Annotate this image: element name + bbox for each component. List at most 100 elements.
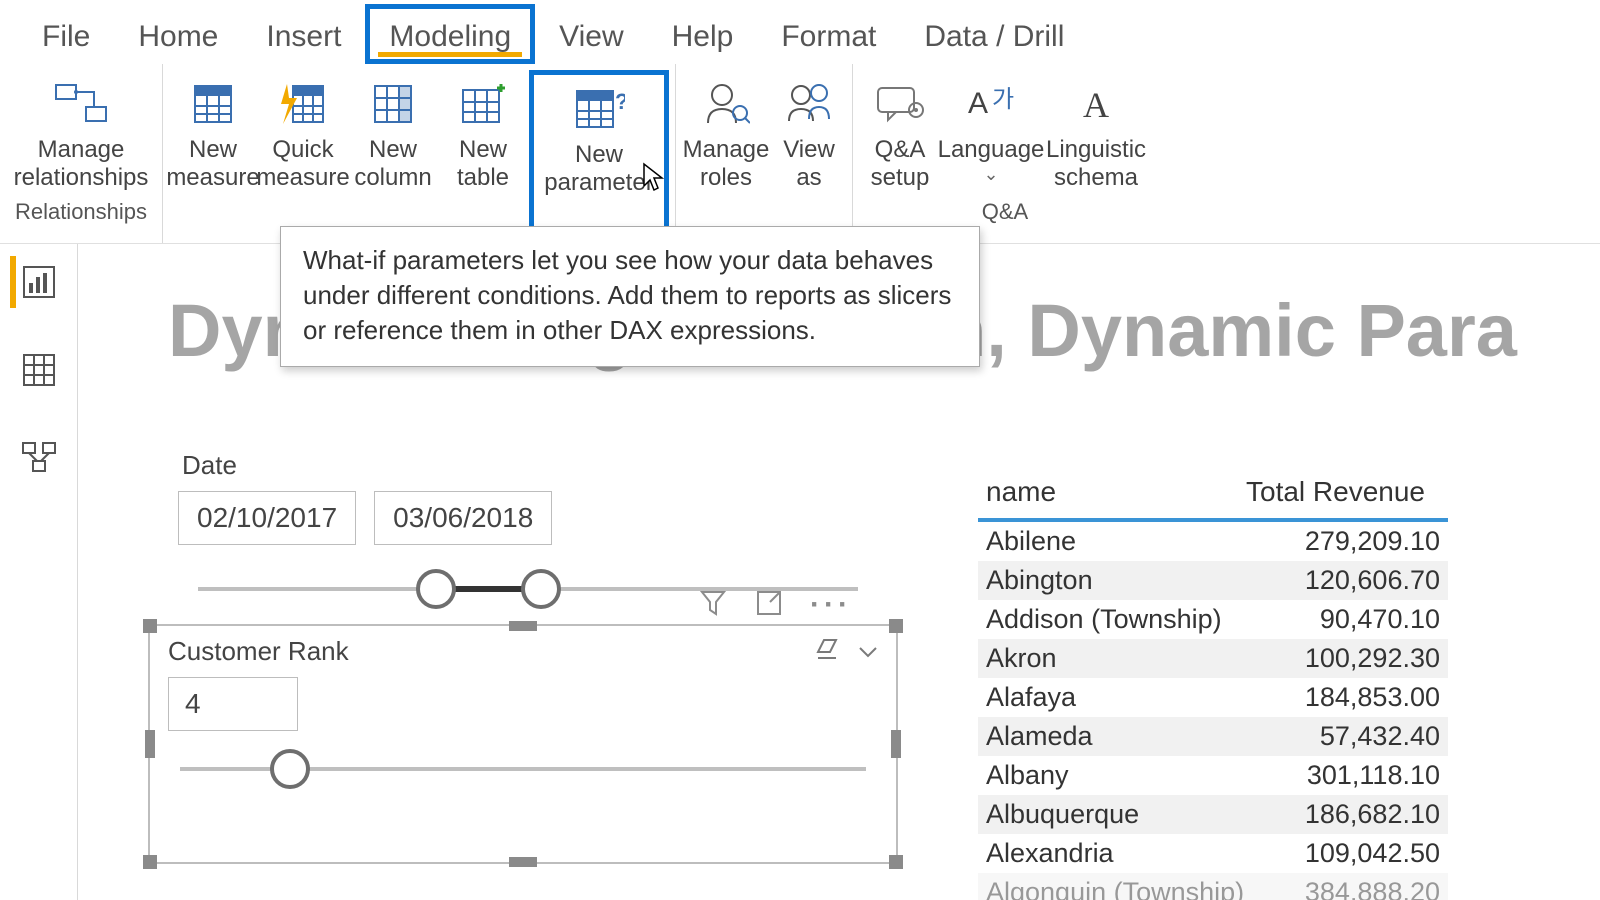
cell-name: Albuquerque bbox=[986, 799, 1246, 830]
linguistic-schema-icon: A bbox=[1066, 76, 1126, 132]
ribbon-group-calculations: New measure Quick measure New column New… bbox=[163, 64, 676, 243]
manage-relationships-label: Manage relationships bbox=[8, 136, 154, 191]
measure-icon bbox=[183, 76, 243, 132]
new-table-label: New table bbox=[441, 136, 525, 191]
data-view-button[interactable] bbox=[13, 344, 65, 396]
cell-value: 279,209.10 bbox=[1246, 526, 1440, 557]
new-parameter-icon: ? bbox=[569, 81, 629, 137]
eraser-icon[interactable] bbox=[814, 636, 840, 667]
new-column-label: New column bbox=[351, 136, 435, 191]
new-table-icon bbox=[453, 76, 513, 132]
cell-value: 384,888.20 bbox=[1246, 877, 1440, 900]
qa-setup-button[interactable]: Q&A setup bbox=[859, 72, 941, 195]
cell-value: 100,292.30 bbox=[1246, 643, 1440, 674]
language-icon: A가 bbox=[961, 76, 1021, 132]
cell-value: 109,042.50 bbox=[1246, 838, 1440, 869]
tab-home[interactable]: Home bbox=[114, 4, 242, 64]
cell-name: Abilene bbox=[986, 526, 1246, 557]
view-as-icon bbox=[779, 76, 839, 132]
table-row[interactable]: Alameda57,432.40 bbox=[978, 717, 1448, 756]
ribbon-tabs: File Home Insert Modeling View Help Form… bbox=[0, 0, 1600, 64]
svg-text:?: ? bbox=[615, 89, 625, 114]
quick-measure-button[interactable]: Quick measure bbox=[259, 72, 347, 232]
model-view-button[interactable] bbox=[13, 432, 65, 484]
cell-value: 57,432.40 bbox=[1246, 721, 1440, 752]
table-row[interactable]: Alexandria109,042.50 bbox=[978, 834, 1448, 873]
cell-value: 120,606.70 bbox=[1246, 565, 1440, 596]
table-row[interactable]: Algonquin (Township)384,888.20 bbox=[978, 873, 1448, 900]
relationships-icon bbox=[51, 76, 111, 132]
date-slicer[interactable]: Date 02/10/2017 03/06/2018 bbox=[178, 450, 878, 609]
customer-rank-visual[interactable]: Customer Rank 4 bbox=[148, 624, 898, 864]
cell-value: 186,682.10 bbox=[1246, 799, 1440, 830]
filter-icon[interactable] bbox=[698, 588, 728, 626]
customer-rank-title: Customer Rank bbox=[168, 636, 349, 667]
ribbon-group-relationships: Manage relationships Relationships bbox=[0, 64, 163, 243]
new-parameter-label: New parameter bbox=[534, 141, 664, 196]
ribbon-group-security: Manage roles View as bbox=[676, 64, 853, 243]
customer-rank-slider-handle[interactable] bbox=[270, 749, 310, 789]
table-row[interactable]: Abington120,606.70 bbox=[978, 561, 1448, 600]
ribbon: Manage relationships Relationships New m… bbox=[0, 64, 1600, 244]
cell-name: Addison (Township) bbox=[986, 604, 1246, 635]
tab-file[interactable]: File bbox=[18, 4, 114, 64]
manage-relationships-button[interactable]: Manage relationships bbox=[6, 72, 156, 195]
tab-datadrill[interactable]: Data / Drill bbox=[900, 4, 1088, 64]
tab-view[interactable]: View bbox=[535, 4, 647, 64]
view-as-button[interactable]: View as bbox=[772, 72, 846, 195]
new-measure-button[interactable]: New measure bbox=[169, 72, 257, 232]
tab-format[interactable]: Format bbox=[757, 4, 900, 64]
tab-help[interactable]: Help bbox=[648, 4, 758, 64]
tab-insert[interactable]: Insert bbox=[242, 4, 365, 64]
view-as-label: View as bbox=[774, 136, 844, 191]
tab-modeling[interactable]: Modeling bbox=[365, 4, 535, 64]
focus-mode-icon[interactable] bbox=[754, 588, 784, 626]
manage-roles-button[interactable]: Manage roles bbox=[682, 72, 770, 195]
cell-value: 184,853.00 bbox=[1246, 682, 1440, 713]
cell-name: Algonquin (Township) bbox=[986, 877, 1246, 900]
date-start-input[interactable]: 02/10/2017 bbox=[178, 491, 356, 545]
linguistic-schema-label: Linguistic schema bbox=[1043, 136, 1149, 191]
table-row[interactable]: Albuquerque186,682.10 bbox=[978, 795, 1448, 834]
customer-rank-value[interactable]: 4 bbox=[168, 677, 298, 731]
manage-roles-icon bbox=[696, 76, 756, 132]
visual-header-icons: ··· bbox=[698, 588, 852, 626]
table-row[interactable]: Albany301,118.10 bbox=[978, 756, 1448, 795]
language-label: Language bbox=[938, 136, 1045, 164]
revenue-table[interactable]: name Total Revenue Abilene279,209.10Abin… bbox=[978, 468, 1448, 900]
qa-setup-label: Q&A setup bbox=[861, 136, 939, 191]
manage-roles-label: Manage roles bbox=[683, 136, 770, 191]
table-row[interactable]: Akron100,292.30 bbox=[978, 639, 1448, 678]
quick-measure-label: Quick measure bbox=[256, 136, 349, 191]
group-relationships-label: Relationships bbox=[15, 195, 147, 231]
table-row[interactable]: Addison (Township)90,470.10 bbox=[978, 600, 1448, 639]
ribbon-group-qa: Q&A setup A가 Language ⌄ A Linguistic sch… bbox=[853, 64, 1157, 243]
svg-text:A: A bbox=[1083, 85, 1109, 125]
cell-name: Alafaya bbox=[986, 682, 1246, 713]
date-slider-handle-start[interactable] bbox=[416, 569, 456, 609]
svg-text:가: 가 bbox=[992, 86, 1014, 113]
cell-value: 301,118.10 bbox=[1246, 760, 1440, 791]
table-row[interactable]: Alafaya184,853.00 bbox=[978, 678, 1448, 717]
svg-text:A: A bbox=[968, 87, 988, 120]
linguistic-schema-button[interactable]: A Linguistic schema bbox=[1041, 72, 1151, 195]
new-parameter-button[interactable]: ? New parameter bbox=[529, 70, 669, 232]
cell-value: 90,470.10 bbox=[1246, 604, 1440, 635]
cell-name: Albany bbox=[986, 760, 1246, 791]
date-end-input[interactable]: 03/06/2018 bbox=[374, 491, 552, 545]
cell-name: Alameda bbox=[986, 721, 1246, 752]
table-header-name[interactable]: name bbox=[978, 468, 1238, 518]
date-slicer-label: Date bbox=[182, 450, 878, 481]
new-parameter-tooltip: What-if parameters let you see how your … bbox=[280, 226, 980, 367]
table-header-revenue[interactable]: Total Revenue bbox=[1238, 468, 1448, 518]
more-options-icon[interactable]: ··· bbox=[810, 588, 852, 626]
language-button[interactable]: A가 Language ⌄ bbox=[943, 72, 1039, 195]
customer-rank-slider[interactable] bbox=[180, 749, 866, 789]
quick-measure-icon bbox=[273, 76, 333, 132]
table-row[interactable]: Abilene279,209.10 bbox=[978, 522, 1448, 561]
new-table-button[interactable]: New table bbox=[439, 72, 527, 232]
report-view-button[interactable] bbox=[10, 256, 62, 308]
chevron-down-icon[interactable] bbox=[858, 636, 878, 667]
new-column-button[interactable]: New column bbox=[349, 72, 437, 232]
date-slider-handle-end[interactable] bbox=[521, 569, 561, 609]
